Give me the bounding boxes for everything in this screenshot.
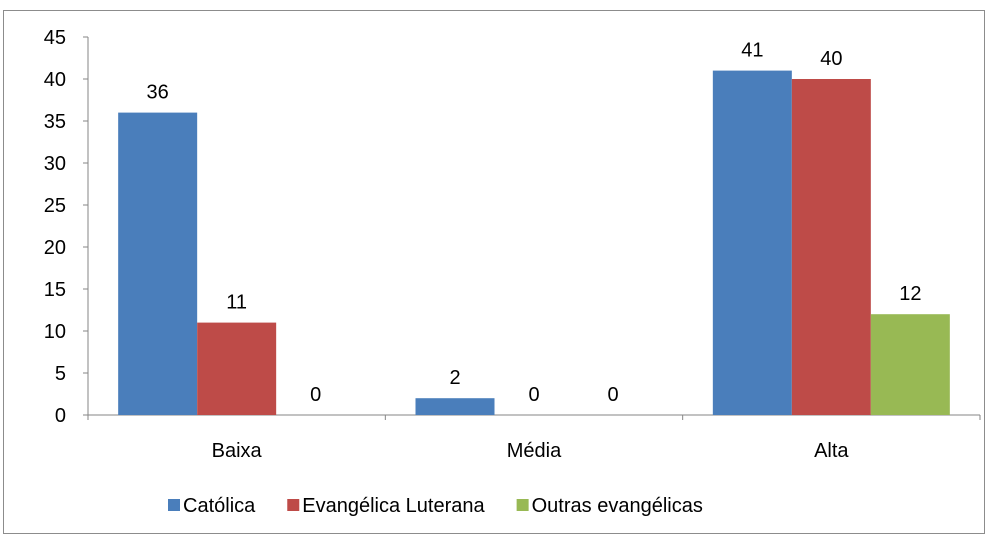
y-tick-label: 0 [55,405,66,427]
data-label: 2 [449,367,460,389]
legend-label: Evangélica Luterana [302,495,485,517]
category-label: Baixa [212,440,263,462]
data-label: 41 [741,40,763,62]
y-tick-label: 10 [44,321,66,343]
bar [791,79,871,415]
data-label: 11 [226,292,247,314]
y-tick-label: 40 [44,69,66,91]
y-tick-label: 30 [44,153,66,175]
category-label: Alta [814,440,849,462]
y-tick-label: 35 [44,111,66,133]
y-tick-label: 5 [55,363,66,385]
legend-swatch [287,499,300,511]
y-tick-label: 45 [44,27,66,49]
data-label: 0 [607,384,618,406]
data-label: 0 [528,384,539,406]
bar [870,314,950,415]
data-labels: 36 11 0 2 0 0 41 40 12 [147,40,922,406]
legend-swatch [516,499,529,511]
y-tick-label: 20 [44,237,66,259]
bar [118,112,198,415]
y-tick-label: 15 [44,279,66,301]
legend: Católica Evangélica Luterana Outras evangé… [168,495,703,517]
data-label: 36 [147,82,169,104]
legend-swatch [168,499,180,511]
data-label: 12 [899,283,921,305]
data-label: 0 [310,384,321,406]
category-label: Média [507,440,562,462]
bar [712,70,792,415]
y-tick-label: 25 [44,195,66,217]
bars [118,70,950,415]
legend-label: Outras evangélicas [532,495,703,517]
bar [197,322,277,415]
legend-label: Católica [183,495,256,517]
data-label: 40 [820,48,842,70]
bar [415,398,495,415]
